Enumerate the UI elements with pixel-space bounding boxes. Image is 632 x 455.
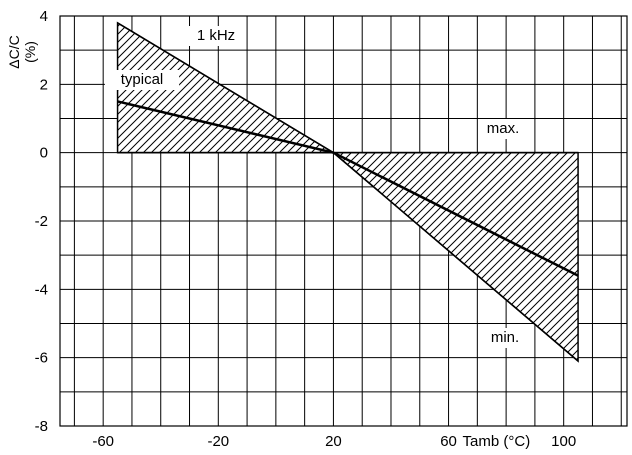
x-tick-label: -60 — [92, 433, 114, 450]
tolerance-band — [116, 21, 579, 363]
series-line-typical — [117, 100, 579, 277]
y-tick-label: -2 — [35, 213, 48, 230]
annotations: 1 kHz typical max. min. — [104, 26, 530, 348]
annotation-label: typical — [121, 71, 164, 88]
annotation-label: max. — [487, 120, 520, 137]
tolerance-area — [116, 21, 579, 363]
x-tick-labels: -60 -20 20 60 100 — [92, 433, 576, 450]
plot-border — [59, 15, 628, 427]
annotation-background — [480, 328, 530, 348]
y-tick-label: -4 — [35, 281, 48, 298]
x-axis-label: Tamb (°C) — [463, 433, 531, 450]
annotation-background — [478, 119, 528, 139]
x-tick-label: 100 — [551, 433, 576, 450]
annotation-background — [104, 70, 180, 90]
y-tick-label: -6 — [35, 350, 48, 367]
series-lines — [117, 22, 579, 362]
y-axis-label: ΔC/C — [6, 35, 22, 68]
plot-frame — [59, 15, 628, 427]
x-tick-label: 20 — [325, 433, 342, 450]
y-tick-label: 0 — [40, 145, 48, 162]
annotation-label: 1 kHz — [197, 27, 235, 44]
y-tick-labels: 4 2 0 -2 -4 -6 -8 — [35, 8, 48, 435]
x-tick-label: 60 — [440, 433, 457, 450]
y-tick-label: 2 — [40, 76, 48, 93]
y-tick-label: 4 — [40, 8, 48, 25]
y-tick-label: -8 — [35, 418, 48, 435]
y-axis-unit: (%) — [22, 41, 38, 63]
annotation-label: min. — [491, 329, 519, 346]
annotation-background — [187, 26, 245, 46]
x-tick-label: -20 — [207, 433, 229, 450]
